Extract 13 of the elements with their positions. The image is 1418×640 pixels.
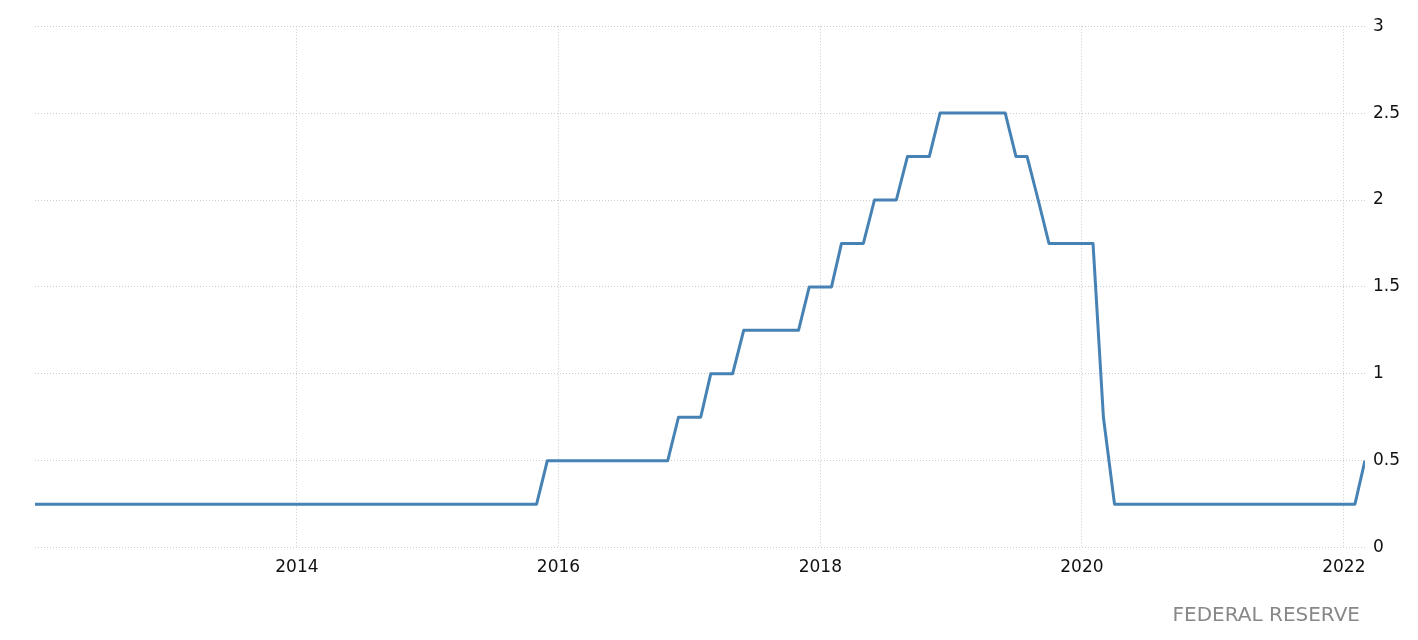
- x-tick-label: 2014: [275, 556, 319, 577]
- text: FEDERAL RESERVE: [1171, 602, 1361, 626]
- y-tick-label: 0: [1372, 536, 1384, 557]
- x-tick-label: 2018: [798, 556, 842, 577]
- y-tick-label: 2: [1372, 188, 1384, 209]
- x-tick-label: 2016: [536, 556, 581, 577]
- y-tick-label: 1: [1372, 362, 1384, 383]
- y-tick-label: 1.5: [1372, 275, 1401, 296]
- x-tick-label: 2022: [1322, 556, 1366, 577]
- y-tick-label: 3: [1372, 14, 1384, 35]
- y-tick-label: 2.5: [1372, 101, 1401, 122]
- x-tick-label: 2020: [1060, 556, 1104, 577]
- y-tick-label: 0.5: [1372, 449, 1401, 470]
